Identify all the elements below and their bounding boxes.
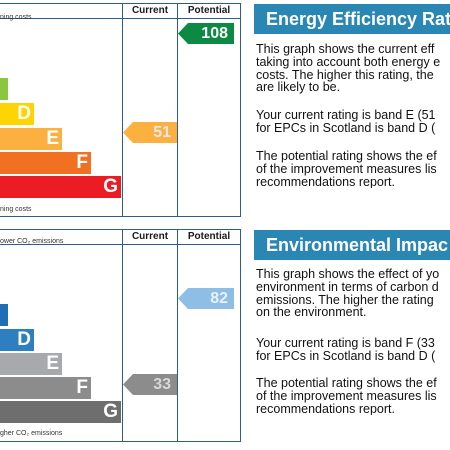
text-line: The potential rating shows the ef <box>256 377 437 390</box>
top-note: ower CO₂ emissions <box>0 238 64 245</box>
band-c-bar <box>0 78 8 100</box>
band-e-bar: E <box>0 128 62 150</box>
potential-rating-arrow: 108 <box>178 23 234 44</box>
current-column-header: Current <box>131 5 169 16</box>
text-line: recommendations report. <box>256 174 395 189</box>
band-f-bar: F <box>0 152 91 174</box>
current-rating-arrow: 33 <box>123 374 177 395</box>
bottom-note: ning costs <box>0 206 32 213</box>
band-g-bar: G <box>0 176 121 198</box>
chart-header-divider <box>0 18 241 19</box>
band-c-bar <box>0 304 8 326</box>
environment-potential-rating-text: The potential rating shows the ef of the… <box>256 377 450 415</box>
environmental-impact-title: Environmental Impac <box>254 230 450 260</box>
environment-description: This graph shows the effect of yo enviro… <box>256 268 450 319</box>
chart-top-border <box>0 229 241 230</box>
current-rating-arrow: 51 <box>123 122 177 143</box>
band-e-bar: E <box>0 353 62 375</box>
text-line: This graph shows the current eff <box>256 43 435 56</box>
energy-efficiency-title: Energy Efficiency Rat <box>254 4 450 34</box>
chart-col-divider <box>177 3 178 217</box>
text-line: costs. The higher this rating, the <box>256 67 434 82</box>
band-d-bar: D <box>0 329 34 351</box>
text-line: Your current rating is band F (33 <box>256 337 435 350</box>
text-line: of the improvement measures lis <box>256 388 437 403</box>
current-column-header: Current <box>131 231 169 242</box>
potential-column-header: Potential <box>187 231 231 242</box>
text-line: for EPCs in Scotland is band D ( <box>256 348 436 363</box>
text-line: emissions. The higher the rating <box>256 292 434 307</box>
chart-right-border <box>240 3 241 217</box>
chart-bottom-border <box>0 216 241 217</box>
energy-potential-rating-text: The potential rating shows the ef of the… <box>256 150 450 188</box>
text-line: Your current rating is band E (51 <box>256 109 436 122</box>
chart-col-divider <box>177 229 178 442</box>
text-line: recommendations report. <box>256 401 395 416</box>
chart-right-border <box>240 229 241 442</box>
text-line: The potential rating shows the ef <box>256 150 437 163</box>
text-line: This graph shows the effect of yo <box>256 268 440 281</box>
band-g-bar: G <box>0 401 121 423</box>
energy-description: This graph shows the current eff taking … <box>256 43 450 94</box>
potential-rating-arrow: 82 <box>178 288 234 309</box>
chart-col-divider <box>122 3 123 217</box>
bottom-note: gher CO₂ emissions <box>0 430 63 437</box>
text-line: environment in terms of carbon d <box>256 279 439 294</box>
band-f-bar: F <box>0 377 91 399</box>
potential-column-header: Potential <box>187 5 231 16</box>
top-note: ning costs <box>0 14 32 21</box>
text-line: on the environment. <box>256 305 367 320</box>
chart-top-border <box>0 3 241 4</box>
chart-header-divider <box>0 244 241 245</box>
energy-current-rating-text: Your current rating is band E (51 for EP… <box>256 109 450 135</box>
text-line: of the improvement measures lis <box>256 161 437 176</box>
band-d-bar: D <box>0 103 34 125</box>
text-line: for EPCs in Scotland is band D ( <box>256 120 436 135</box>
text-line: taking into account both energy e <box>256 54 441 69</box>
chart-bottom-border <box>0 441 241 442</box>
environment-current-rating-text: Your current rating is band F (33 for EP… <box>256 337 450 363</box>
text-line: are likely to be. <box>256 80 341 95</box>
chart-col-divider <box>122 229 123 442</box>
